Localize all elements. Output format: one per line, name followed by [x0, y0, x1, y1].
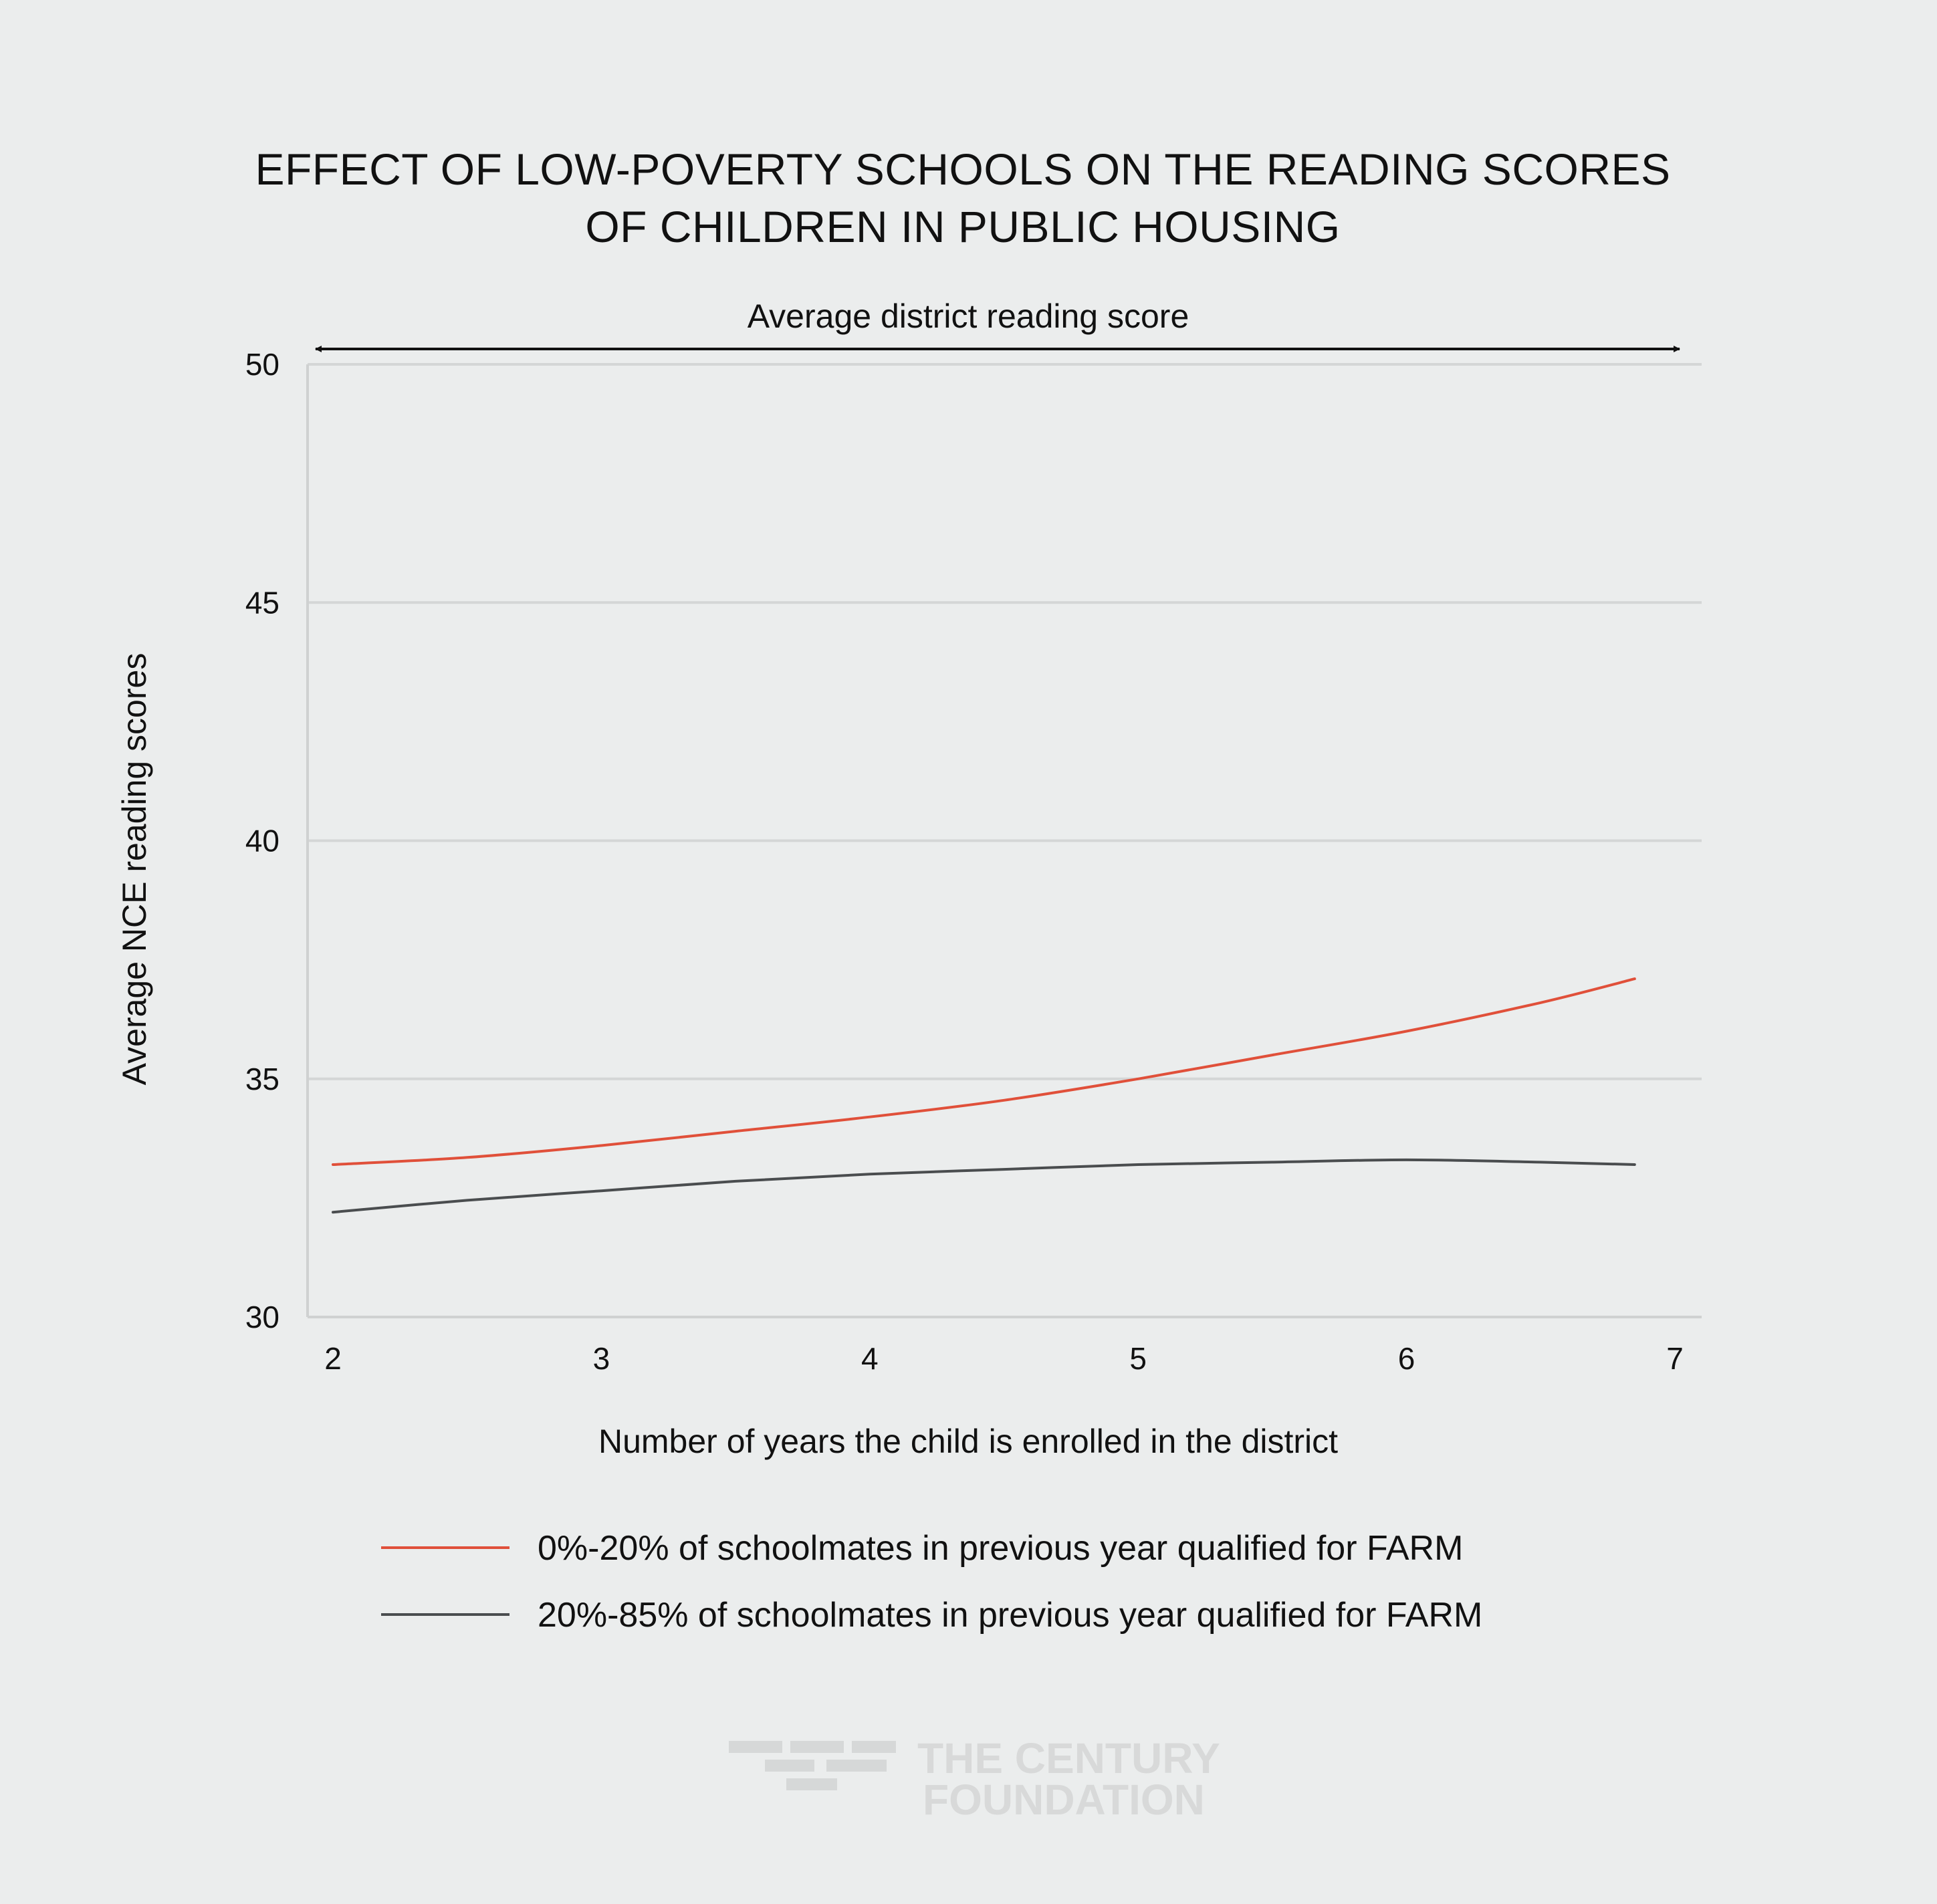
- y-tick-label-40: 40: [245, 824, 279, 858]
- chart-title-line-2: OF CHILDREN IN PUBLIC HOUSING: [585, 202, 1340, 251]
- x-tick-label-2: 2: [324, 1341, 342, 1376]
- logo-mark-icon: [729, 1741, 896, 1790]
- y-tick-label-35: 35: [245, 1062, 279, 1096]
- x-axis-label: Number of years the child is enrolled in…: [598, 1423, 1338, 1460]
- logo-text-line-2: FOUNDATION: [923, 1776, 1205, 1824]
- century-foundation-logo: THE CENTURY FOUNDATION: [729, 1734, 1220, 1824]
- legend-label-series-1: 0%-20% of schoolmates in previous year q…: [538, 1529, 1463, 1568]
- x-tick-label-4: 4: [861, 1341, 879, 1376]
- grid-layer: [308, 363, 1702, 1318]
- legend-label-series-2: 20%-85% of schoolmates in previous year …: [538, 1596, 1482, 1635]
- x-tick-label-3: 3: [593, 1341, 610, 1376]
- annotation-label: Average district reading score: [748, 298, 1189, 335]
- series-line-2: [332, 1158, 1636, 1214]
- y-tick-label-45: 45: [245, 585, 279, 620]
- series-layer: [332, 977, 1636, 1214]
- y-tick-label-50: 50: [245, 347, 279, 382]
- x-tick-labels: 2 3 4 5 6 7: [324, 1341, 1684, 1376]
- legend: 0%-20% of schoolmates in previous year q…: [381, 1529, 1482, 1635]
- logo-text-line-1: THE CENTURY: [917, 1734, 1220, 1782]
- x-tick-label-5: 5: [1129, 1341, 1147, 1376]
- x-tick-label-6: 6: [1398, 1341, 1415, 1376]
- y-tick-labels: 30 35 40 45 50: [245, 347, 279, 1334]
- series-line-1: [332, 977, 1636, 1166]
- y-tick-label-30: 30: [245, 1300, 279, 1334]
- chart-title-line-1: EFFECT OF LOW-POVERTY SCHOOLS ON THE REA…: [255, 144, 1670, 194]
- y-axis-label: Average NCE reading scores: [116, 653, 153, 1086]
- x-tick-label-7: 7: [1666, 1341, 1684, 1376]
